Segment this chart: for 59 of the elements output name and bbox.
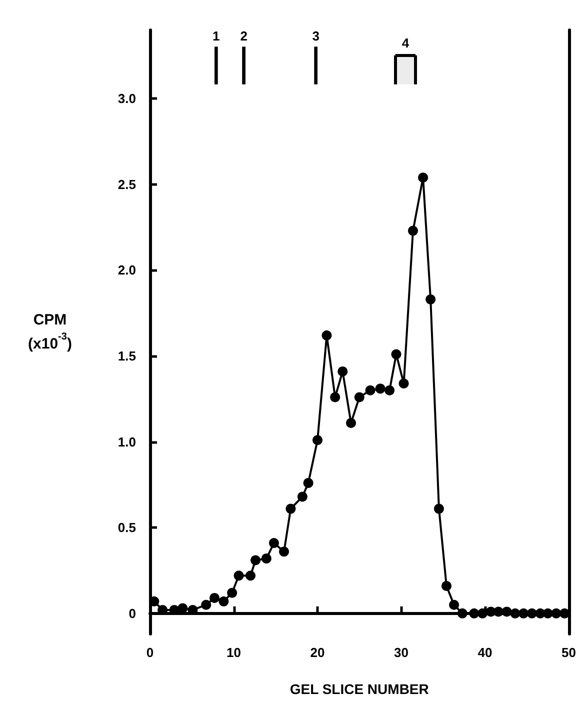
point: [210, 592, 220, 603]
point: [391, 349, 402, 360]
band-label: 2: [240, 28, 248, 44]
point: [408, 226, 418, 236]
x-axis-title: GEL SLICE NUMBER: [290, 681, 429, 697]
point: [268, 538, 279, 548]
x-tick-label: 50: [562, 645, 576, 660]
point: [322, 330, 332, 340]
x-tick-label: 10: [226, 645, 241, 660]
point: [469, 608, 480, 618]
point: [227, 588, 238, 598]
y-tick-label: 2.0: [118, 262, 136, 278]
x-tick-label: 40: [478, 645, 492, 660]
band-label: 4: [402, 35, 410, 50]
band-label: 1: [212, 28, 220, 44]
point: [375, 384, 386, 394]
point: [312, 435, 323, 446]
point: [279, 546, 290, 557]
point: [338, 366, 348, 376]
y-tick-label: 0.5: [118, 520, 136, 536]
band-label: 3: [312, 28, 320, 44]
point: [303, 478, 314, 488]
point: [502, 606, 512, 617]
point: [493, 606, 504, 617]
point: [354, 392, 364, 402]
point: [384, 385, 395, 396]
point: [365, 385, 376, 396]
x-tick-label: 0: [146, 645, 154, 660]
point: [330, 392, 340, 402]
x-tick-label: 30: [394, 645, 408, 660]
point: [218, 596, 229, 606]
point: [297, 492, 308, 502]
point: [286, 504, 296, 514]
point: [250, 555, 261, 566]
y-tick-label: 0: [128, 606, 136, 621]
point: [442, 580, 452, 591]
point: [434, 504, 444, 514]
point: [510, 608, 520, 618]
point: [426, 294, 436, 304]
point: [478, 608, 488, 618]
point: [551, 608, 562, 618]
point: [246, 570, 256, 581]
point: [518, 608, 529, 618]
y-tick-label: 1.0: [118, 434, 136, 450]
x-tick-label: 20: [310, 645, 325, 660]
point: [542, 608, 553, 618]
point: [261, 554, 272, 564]
point: [526, 608, 537, 618]
y-tick-label: 3.0: [118, 91, 136, 106]
point: [398, 378, 409, 388]
y-tick-label: 2.5: [118, 176, 136, 192]
point: [178, 603, 188, 614]
point: [449, 600, 460, 610]
point: [457, 608, 468, 618]
point: [418, 172, 428, 183]
y-tick-label: 1.5: [118, 348, 136, 364]
point: [201, 600, 212, 610]
point: [234, 570, 244, 581]
point: [346, 418, 356, 428]
